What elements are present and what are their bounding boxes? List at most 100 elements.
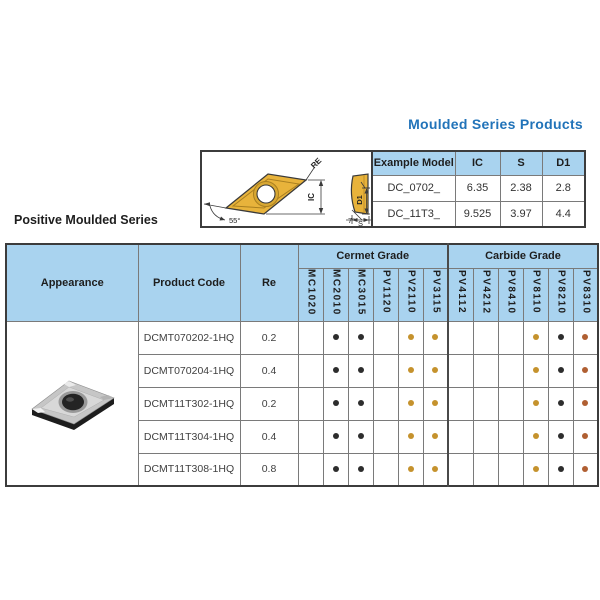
grade-column-header: MC3015: [347, 267, 374, 322]
grade-empty-cell: [472, 452, 499, 487]
ic-label: IC: [307, 193, 316, 201]
grade-column-header: PV1120: [372, 267, 399, 322]
availability-dot: [557, 433, 564, 440]
grade-available-cell: [522, 452, 549, 487]
availability-dot: [582, 433, 589, 440]
availability-dot: [332, 466, 339, 473]
grade-empty-cell: [297, 419, 324, 454]
grade-available-cell: [397, 320, 424, 355]
grade-column-header: PV8110: [522, 267, 549, 322]
availability-dot: [532, 334, 539, 341]
availability-dot: [332, 433, 339, 440]
grade-available-cell: [572, 320, 599, 355]
product-code: DCMT070202-1HQ: [137, 320, 241, 355]
grade-available-cell: [522, 320, 549, 355]
grade-available-cell: [422, 353, 449, 388]
col-header-product-code: Product Code: [137, 243, 241, 322]
grade-column-header: PV8210: [547, 267, 574, 322]
availability-dot: [582, 334, 589, 341]
grade-available-cell: [572, 452, 599, 487]
example-s: 2.38: [499, 174, 543, 202]
group-header-cermet: Cermet Grade: [297, 243, 449, 269]
example-header-model: Example Model: [371, 150, 456, 176]
grade-available-cell: [397, 386, 424, 421]
page-title: Moulded Series Products: [408, 116, 583, 132]
grade-empty-cell: [447, 419, 474, 454]
grade-available-cell: [347, 452, 374, 487]
grade-empty-cell: [497, 320, 524, 355]
grade-available-cell: [422, 386, 449, 421]
grade-column-header: PV8310: [572, 267, 599, 322]
section-heading: Positive Moulded Series: [14, 213, 158, 227]
grade-available-cell: [572, 386, 599, 421]
product-code: DCMT11T304-1HQ: [137, 419, 241, 454]
grade-empty-cell: [497, 386, 524, 421]
grade-column-header: PV4112: [447, 267, 474, 322]
availability-dot: [557, 367, 564, 374]
grade-available-cell: [397, 353, 424, 388]
grade-available-cell: [397, 452, 424, 487]
availability-dot: [332, 400, 339, 407]
grade-column-header: PV8410: [497, 267, 524, 322]
product-code: DCMT070204-1HQ: [137, 353, 241, 388]
table-row: DC_0702_ 6.35 2.38 2.8: [371, 174, 586, 202]
grade-available-cell: [422, 452, 449, 487]
grade-empty-cell: [447, 452, 474, 487]
example-model: DC_11T3_: [371, 200, 456, 228]
grade-empty-cell: [372, 353, 399, 388]
insert-photo: [31, 380, 115, 430]
insert-dimension-diagram: RE IC 55° S: [200, 150, 375, 228]
grade-code-row: MC1020 MC2010 MC3015 PV1120 PV2110 PV311…: [6, 267, 599, 322]
re-label: RE: [309, 156, 324, 171]
grade-empty-cell: [472, 353, 499, 388]
grade-empty-cell: [497, 353, 524, 388]
grade-available-cell: [572, 419, 599, 454]
grade-available-cell: [547, 419, 574, 454]
grade-empty-cell: [372, 386, 399, 421]
availability-dot: [407, 367, 414, 374]
grade-available-cell: [347, 419, 374, 454]
table-row: DCMT070204-1HQ 0.4: [6, 353, 599, 388]
grade-empty-cell: [372, 419, 399, 454]
corner-radius-value: 0.2: [239, 386, 299, 421]
availability-dot: [582, 466, 589, 473]
grade-empty-cell: [497, 419, 524, 454]
availability-dot: [432, 334, 439, 341]
example-header-d1: D1: [541, 150, 586, 176]
insert-drawing: RE IC 55° S: [203, 156, 375, 228]
grade-empty-cell: [472, 320, 499, 355]
product-code: DCMT11T308-1HQ: [137, 452, 241, 487]
grade-column-header: PV4212: [472, 267, 499, 322]
grade-available-cell: [522, 419, 549, 454]
availability-dot: [407, 466, 414, 473]
grade-available-cell: [547, 452, 574, 487]
availability-dot: [532, 466, 539, 473]
availability-dot: [332, 367, 339, 374]
grade-available-cell: [347, 353, 374, 388]
availability-dot: [357, 334, 364, 341]
grade-available-cell: [322, 320, 349, 355]
corner-radius-value: 0.2: [239, 320, 299, 355]
grade-empty-cell: [497, 452, 524, 487]
group-header-carbide: Carbide Grade: [447, 243, 599, 269]
availability-dot: [557, 466, 564, 473]
availability-dot: [357, 400, 364, 407]
example-d1: 4.4: [541, 200, 586, 228]
grade-available-cell: [547, 353, 574, 388]
grade-empty-cell: [472, 386, 499, 421]
availability-dot: [432, 367, 439, 374]
table-row: DCMT11T302-1HQ 0.2: [6, 386, 599, 421]
example-header-s: S: [499, 150, 543, 176]
corner-radius-value: 0.4: [239, 353, 299, 388]
grade-available-cell: [547, 386, 574, 421]
grade-empty-cell: [297, 353, 324, 388]
table-row: DCMT11T308-1HQ 0.8: [6, 452, 599, 487]
point-angle-label: 55°: [229, 216, 240, 225]
appearance-cell: [5, 320, 139, 487]
availability-dot: [407, 334, 414, 341]
grade-empty-cell: [372, 452, 399, 487]
grade-available-cell: [322, 419, 349, 454]
availability-dot: [582, 400, 589, 407]
grade-available-cell: [322, 452, 349, 487]
availability-dot: [582, 367, 589, 374]
